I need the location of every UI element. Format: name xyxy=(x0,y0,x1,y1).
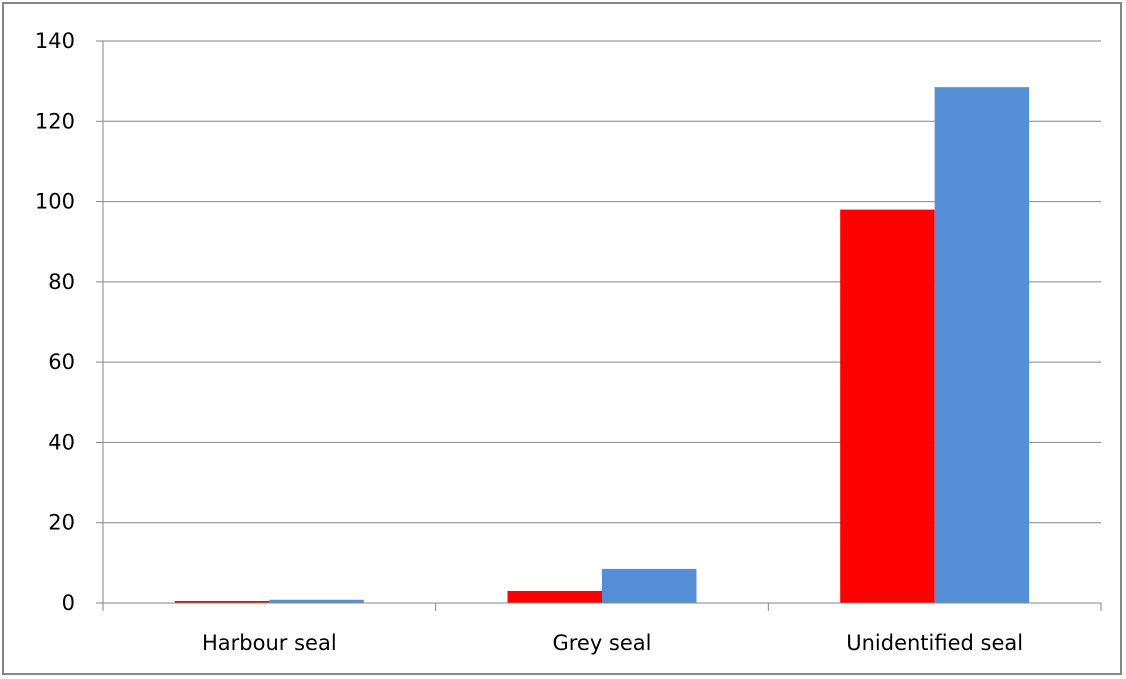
bars xyxy=(174,87,1030,603)
y-tick-label: 140 xyxy=(35,29,75,53)
y-tick-label: 100 xyxy=(35,190,75,214)
y-tick-label: 40 xyxy=(48,430,75,454)
labels: 0 20 40 60 80 100 120 140 Harbour seal Grey seal U… xyxy=(35,29,1023,655)
bar-harbour-seal-series-1 xyxy=(174,600,270,603)
bar-grey-seal-series-2 xyxy=(602,568,697,603)
axes xyxy=(96,40,1102,611)
y-tick-label: 60 xyxy=(48,350,75,374)
bar-unidentified-seal-series-2 xyxy=(934,87,1030,603)
y-tick-label: 80 xyxy=(48,270,75,294)
x-category-label: Unidentified seal xyxy=(846,631,1023,655)
x-category-label: Harbour seal xyxy=(202,631,337,655)
y-tick-label: 120 xyxy=(35,109,75,133)
bar-grey-seal-series-1 xyxy=(507,590,602,603)
y-tick-label: 0 xyxy=(62,591,75,615)
y-tick-label: 20 xyxy=(48,511,75,535)
bar-harbour-seal-series-2 xyxy=(269,599,364,603)
bar-unidentified-seal-series-1 xyxy=(840,209,935,603)
x-category-label: Grey seal xyxy=(552,631,651,655)
